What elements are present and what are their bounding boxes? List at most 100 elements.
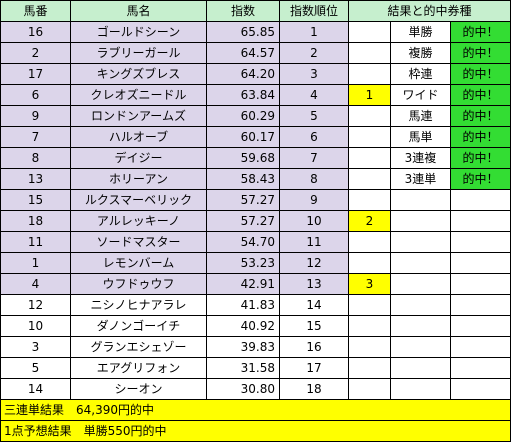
horse-number-cell: 15: [0, 189, 71, 211]
mark-cell: 1: [348, 84, 391, 106]
table-row[interactable]: 15 ルクスマーベリック 57.27 9: [0, 189, 511, 211]
index-cell: 54.70: [206, 231, 280, 253]
table-row[interactable]: 7 ハルオーブ 60.17 6 馬単 的中！: [0, 126, 511, 148]
hit-cell: 的中！: [450, 168, 511, 190]
horse-name-cell: ソードマスター: [70, 231, 207, 253]
bet-type-cell: [390, 378, 451, 400]
table-row[interactable]: 18 アルレッキーノ 57.27 10 2: [0, 210, 511, 232]
hit-cell: 的中！: [450, 147, 511, 169]
hit-cell: [450, 231, 511, 253]
bet-type-cell: [390, 336, 451, 358]
index-cell: 63.84: [206, 84, 280, 106]
table-row[interactable]: 10 ダノンゴーイチ 40.92 15: [0, 315, 511, 337]
hit-cell: [450, 210, 511, 232]
table-row[interactable]: 5 エアグリフォン 31.58 17: [0, 357, 511, 379]
horse-number-cell: 10: [0, 315, 71, 337]
hit-cell: 的中！: [450, 105, 511, 127]
horse-name-cell: ラブリーガール: [70, 42, 207, 64]
horse-number-cell: 3: [0, 336, 71, 358]
index-cell: 64.57: [206, 42, 280, 64]
horse-name-cell: キングズブレス: [70, 63, 207, 85]
table-row[interactable]: 2 ラブリーガール 64.57 2 複勝 的中！: [0, 42, 511, 64]
index-rank-cell: 7: [279, 147, 349, 169]
index-rank-cell: 12: [279, 252, 349, 274]
hit-cell: [450, 357, 511, 379]
table-row[interactable]: 12 ニシノヒナアラレ 41.83 14: [0, 294, 511, 316]
mark-cell: [348, 336, 391, 358]
index-rank-cell: 9: [279, 189, 349, 211]
mark-cell: [348, 378, 391, 400]
header-result-bet-types: 結果と的中券種: [348, 0, 511, 22]
hit-cell: [450, 378, 511, 400]
index-cell: 31.58: [206, 357, 280, 379]
table-row[interactable]: 17 キングズブレス 64.20 3 枠連 的中！: [0, 63, 511, 85]
horse-number-cell: 7: [0, 126, 71, 148]
hit-cell: [450, 273, 511, 295]
horse-name-cell: エアグリフォン: [70, 357, 207, 379]
horse-name-cell: ルクスマーベリック: [70, 189, 207, 211]
table-row[interactable]: 6 クレオズニードル 63.84 4 1 ワイド 的中！: [0, 84, 511, 106]
bet-type-cell: [390, 273, 451, 295]
horse-name-cell: ウフドゥウフ: [70, 273, 207, 295]
mark-cell: 2: [348, 210, 391, 232]
summary-row: 三連単結果 64,390円的中: [0, 399, 511, 421]
index-cell: 39.83: [206, 336, 280, 358]
horse-number-cell: 13: [0, 168, 71, 190]
horse-number-cell: 11: [0, 231, 71, 253]
horse-number-cell: 17: [0, 63, 71, 85]
horse-name-cell: グランエシェゾー: [70, 336, 207, 358]
table-row[interactable]: 16 ゴールドシーン 65.85 1 単勝 的中！: [0, 21, 511, 43]
table-row[interactable]: 1 レモンバーム 53.23 12: [0, 252, 511, 274]
index-rank-cell: 3: [279, 63, 349, 85]
table-row[interactable]: 3 グランエシェゾー 39.83 16: [0, 336, 511, 358]
hit-cell: [450, 294, 511, 316]
index-rank-cell: 13: [279, 273, 349, 295]
mark-cell: [348, 42, 391, 64]
bet-type-cell: ワイド: [390, 84, 451, 106]
bet-type-cell: 単勝: [390, 21, 451, 43]
header-horse-number: 馬番: [0, 0, 71, 22]
table-row[interactable]: 13 ホリーアン 58.43 8 3連単 的中！: [0, 168, 511, 190]
mark-cell: [348, 231, 391, 253]
mark-cell: [348, 315, 391, 337]
trifecta-result-summary: 三連単結果 64,390円的中: [0, 399, 511, 421]
horse-number-cell: 6: [0, 84, 71, 106]
bet-type-cell: 馬単: [390, 126, 451, 148]
mark-cell: [348, 63, 391, 85]
horse-number-cell: 2: [0, 42, 71, 64]
header-index: 指数: [206, 0, 280, 22]
horse-name-cell: ロンドンアームズ: [70, 105, 207, 127]
hit-cell: [450, 315, 511, 337]
index-rank-cell: 16: [279, 336, 349, 358]
horse-name-cell: ゴールドシーン: [70, 21, 207, 43]
index-cell: 64.20: [206, 63, 280, 85]
table-row[interactable]: 4 ウフドゥウフ 42.91 13 3: [0, 273, 511, 295]
table-row[interactable]: 9 ロンドンアームズ 60.29 5 馬連 的中！: [0, 105, 511, 127]
hit-cell: [450, 252, 511, 274]
index-cell: 57.27: [206, 189, 280, 211]
index-rank-cell: 1: [279, 21, 349, 43]
horse-number-cell: 18: [0, 210, 71, 232]
bet-type-cell: 3連単: [390, 168, 451, 190]
mark-cell: [348, 105, 391, 127]
table-row[interactable]: 14 シーオン 30.80 18: [0, 378, 511, 400]
hit-cell: [450, 189, 511, 211]
mark-cell: [348, 357, 391, 379]
index-cell: 59.68: [206, 147, 280, 169]
hit-cell: [450, 336, 511, 358]
index-rank-cell: 5: [279, 105, 349, 127]
horse-name-cell: デイジー: [70, 147, 207, 169]
hit-cell: 的中！: [450, 126, 511, 148]
mark-cell: [348, 294, 391, 316]
bet-type-cell: 3連複: [390, 147, 451, 169]
index-cell: 60.29: [206, 105, 280, 127]
table-row[interactable]: 8 デイジー 59.68 7 3連複 的中！: [0, 147, 511, 169]
horse-name-cell: ニシノヒナアラレ: [70, 294, 207, 316]
table-row[interactable]: 11 ソードマスター 54.70 11: [0, 231, 511, 253]
bet-type-cell: 複勝: [390, 42, 451, 64]
index-rank-cell: 11: [279, 231, 349, 253]
index-cell: 30.80: [206, 378, 280, 400]
header-row: 馬番 馬名 指数 指数順位 結果と的中券種: [0, 0, 511, 22]
index-cell: 40.92: [206, 315, 280, 337]
